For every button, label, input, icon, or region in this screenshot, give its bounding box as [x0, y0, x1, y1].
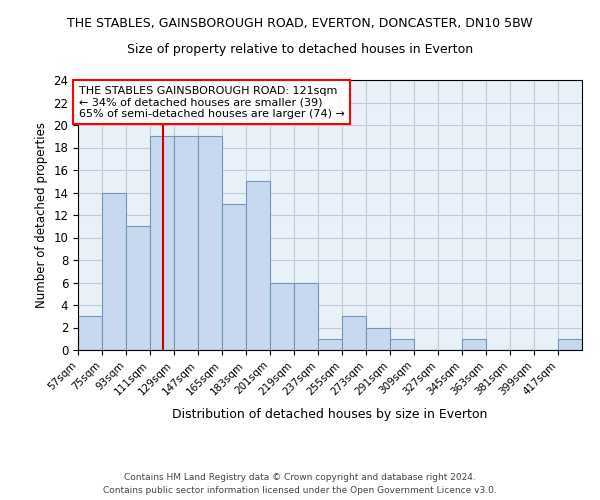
Bar	[367, 328, 389, 350]
Bar	[559, 339, 581, 350]
Bar	[199, 136, 221, 350]
Bar	[271, 282, 293, 350]
Text: THE STABLES GAINSBOROUGH ROAD: 121sqm
← 34% of detached houses are smaller (39)
: THE STABLES GAINSBOROUGH ROAD: 121sqm ← …	[79, 86, 344, 119]
X-axis label: Distribution of detached houses by size in Everton: Distribution of detached houses by size …	[172, 408, 488, 420]
Y-axis label: Number of detached properties: Number of detached properties	[35, 122, 48, 308]
Bar	[463, 339, 485, 350]
Text: Contains HM Land Registry data © Crown copyright and database right 2024.: Contains HM Land Registry data © Crown c…	[124, 472, 476, 482]
Bar	[151, 136, 173, 350]
Bar	[295, 282, 317, 350]
Text: Contains public sector information licensed under the Open Government Licence v3: Contains public sector information licen…	[103, 486, 497, 495]
Bar	[319, 339, 341, 350]
Text: THE STABLES, GAINSBOROUGH ROAD, EVERTON, DONCASTER, DN10 5BW: THE STABLES, GAINSBOROUGH ROAD, EVERTON,…	[67, 18, 533, 30]
Bar	[127, 226, 149, 350]
Bar	[223, 204, 245, 350]
Bar	[103, 192, 125, 350]
Bar	[343, 316, 365, 350]
Bar	[79, 316, 101, 350]
Bar	[391, 339, 413, 350]
Text: Size of property relative to detached houses in Everton: Size of property relative to detached ho…	[127, 42, 473, 56]
Bar	[247, 181, 269, 350]
Bar	[175, 136, 197, 350]
